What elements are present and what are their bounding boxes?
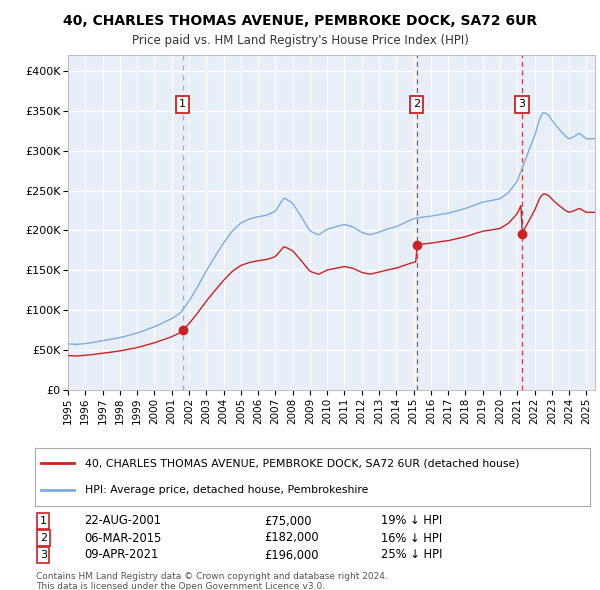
Text: 25% ↓ HPI: 25% ↓ HPI xyxy=(381,549,443,562)
Text: 22-AUG-2001: 22-AUG-2001 xyxy=(84,514,161,527)
Text: Contains HM Land Registry data © Crown copyright and database right 2024.: Contains HM Land Registry data © Crown c… xyxy=(36,572,388,581)
Text: 2: 2 xyxy=(413,100,420,110)
Text: £75,000: £75,000 xyxy=(264,514,311,527)
Text: 40, CHARLES THOMAS AVENUE, PEMBROKE DOCK, SA72 6UR (detached house): 40, CHARLES THOMAS AVENUE, PEMBROKE DOCK… xyxy=(85,458,520,468)
Text: £196,000: £196,000 xyxy=(264,549,319,562)
Text: 09-APR-2021: 09-APR-2021 xyxy=(84,549,158,562)
Text: 19% ↓ HPI: 19% ↓ HPI xyxy=(381,514,442,527)
Text: 2: 2 xyxy=(40,533,47,543)
Text: HPI: Average price, detached house, Pembrokeshire: HPI: Average price, detached house, Pemb… xyxy=(85,485,368,495)
Text: 40, CHARLES THOMAS AVENUE, PEMBROKE DOCK, SA72 6UR: 40, CHARLES THOMAS AVENUE, PEMBROKE DOCK… xyxy=(63,14,537,28)
Text: 3: 3 xyxy=(40,550,47,560)
Text: 3: 3 xyxy=(518,100,526,110)
Text: This data is licensed under the Open Government Licence v3.0.: This data is licensed under the Open Gov… xyxy=(36,582,325,590)
Text: £182,000: £182,000 xyxy=(264,532,319,545)
Text: 1: 1 xyxy=(40,516,47,526)
Text: Price paid vs. HM Land Registry's House Price Index (HPI): Price paid vs. HM Land Registry's House … xyxy=(131,34,469,47)
Text: 16% ↓ HPI: 16% ↓ HPI xyxy=(381,532,442,545)
Text: 1: 1 xyxy=(179,100,186,110)
Text: 06-MAR-2015: 06-MAR-2015 xyxy=(84,532,161,545)
